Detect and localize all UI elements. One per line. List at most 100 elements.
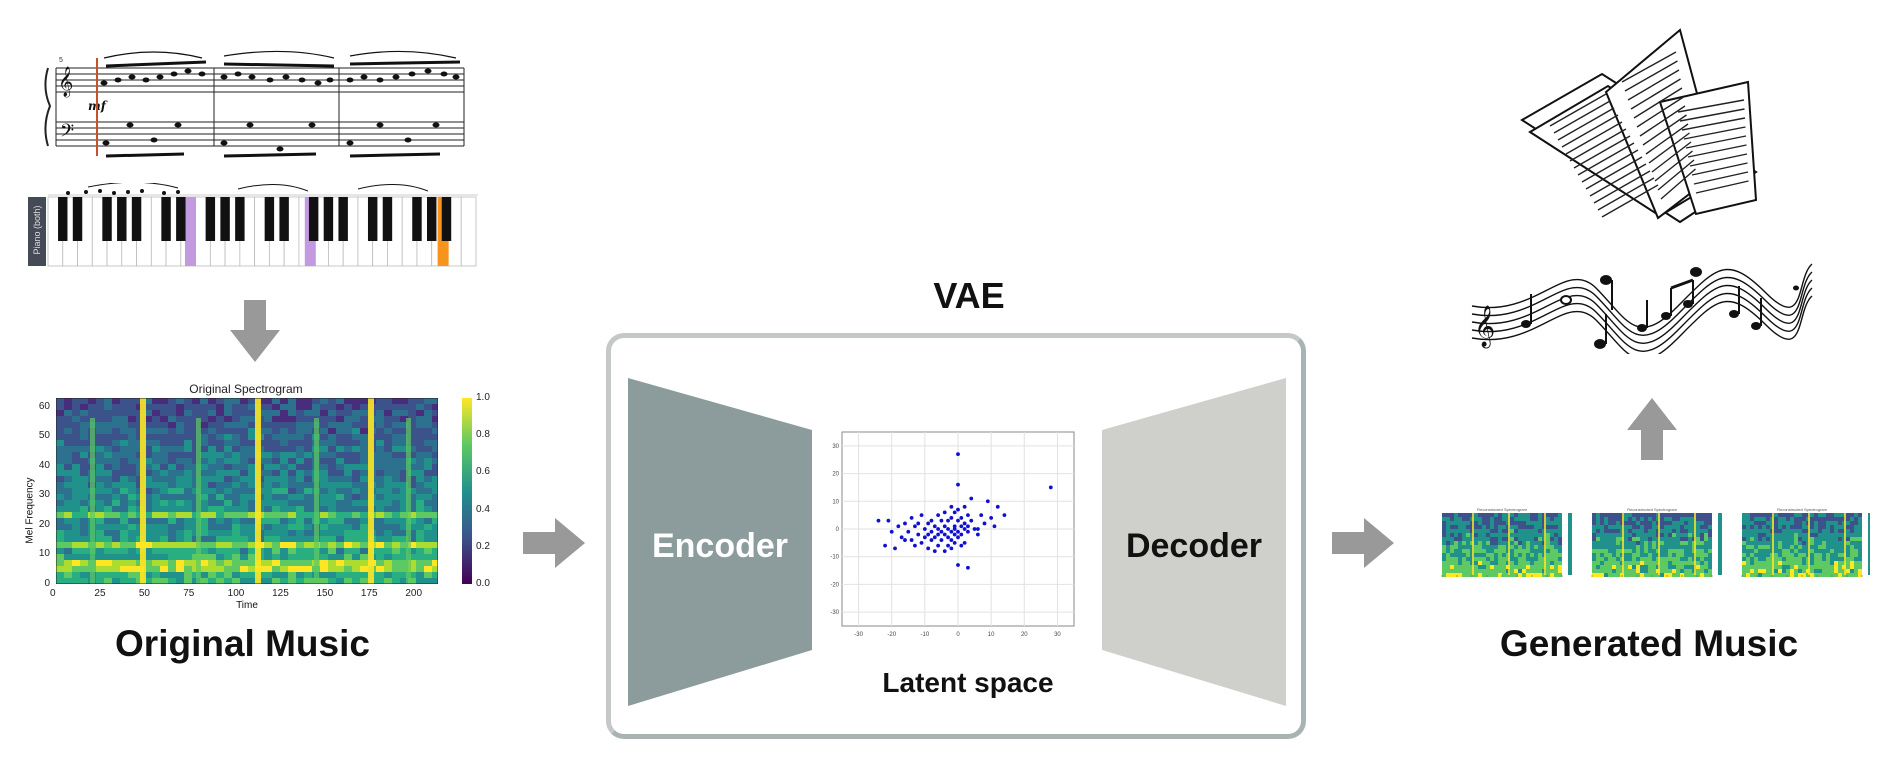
arrow-up-icon [1627, 398, 1677, 460]
scatter-point [975, 527, 980, 531]
spectrogram-ytick: 60 [38, 400, 50, 412]
colorbar-tick: 0.2 [476, 540, 490, 552]
scatter-ytick: -20 [830, 582, 839, 588]
svg-text:5: 5 [59, 57, 63, 64]
scatter-point [929, 518, 934, 523]
spectrogram-ytick: 50 [38, 430, 50, 442]
colorbar-ticks: 0.0 0.2 0.4 0.6 0.8 1.0 [476, 392, 506, 589]
piano-track-tab: Piano (both) [28, 197, 46, 266]
scatter-point [989, 516, 994, 520]
scatter-point [946, 543, 950, 548]
piano-black-key [161, 197, 171, 241]
generated-music-label: Generated Music [1499, 623, 1799, 664]
spectrogram-xtick: 175 [360, 588, 378, 599]
spectrogram-ytick: 40 [38, 459, 50, 471]
scatter-point [899, 535, 904, 540]
music-notes-ribbon-illustration: 𝄞 [1471, 263, 1813, 354]
scatter-point [949, 516, 954, 520]
scatter-point [975, 532, 980, 537]
piano-black-key [441, 197, 452, 241]
scatter-point [913, 543, 917, 548]
scatter-point [969, 496, 974, 501]
scatter-point [952, 532, 957, 537]
scatter-point [949, 538, 954, 542]
scatter-point [962, 527, 967, 531]
spectrogram-yticks: 0 10 20 30 40 50 60 [30, 398, 52, 589]
scatter-point [916, 532, 921, 537]
encoder-block [628, 378, 812, 706]
scatter-point [952, 540, 957, 545]
piano-white-key [460, 196, 477, 267]
scatter-point [889, 529, 894, 534]
vae-title: VAE [933, 275, 1005, 316]
scatter-point [972, 527, 977, 531]
scatter-point [956, 563, 960, 567]
scatter-xtick: 20 [1021, 632, 1028, 638]
scatter-point [939, 538, 944, 542]
scatter-point [969, 518, 974, 523]
scatter-point [952, 510, 957, 515]
scatter-xtick: 10 [988, 632, 995, 638]
original-spectrogram-title: Original Spectrogram [189, 382, 303, 396]
spectrogram-xtick: 0 [50, 588, 56, 599]
scatter-point [936, 532, 941, 537]
piano-black-key [131, 197, 142, 241]
piano-black-key [412, 197, 422, 241]
piano-black-key [102, 197, 112, 241]
scatter-ytick: -10 [830, 555, 839, 561]
colorbar-tick: 0.6 [476, 466, 490, 478]
generated-spectrogram-title: Reconstructed Spectrogram [1627, 507, 1677, 512]
decoder-label: Decoder [1125, 527, 1263, 565]
scatter-point [893, 546, 897, 551]
scatter-xtick: 0 [956, 632, 960, 638]
spectrogram-xtick: 100 [227, 588, 245, 599]
colorbar-tick: 0.0 [476, 578, 490, 589]
scatter-point [956, 529, 960, 534]
scatter-point [952, 524, 957, 529]
spectrogram-ytick: 10 [38, 548, 50, 560]
spectrogram-ytick: 0 [44, 578, 50, 589]
scatter-ytick: 10 [832, 499, 839, 505]
svg-text:𝄞: 𝄞 [58, 66, 73, 98]
scatter-ytick: -30 [830, 610, 839, 616]
scatter-point [966, 524, 970, 529]
scatter-point [949, 546, 954, 551]
colorbar-tick: 0.8 [476, 429, 490, 441]
scatter-point [936, 527, 941, 531]
scatter-point [909, 538, 914, 542]
svg-text:𝄞: 𝄞 [1474, 305, 1495, 348]
scatter-point [946, 527, 950, 531]
scatter-point [956, 518, 960, 523]
scatter-point [942, 532, 947, 537]
piano-black-key [427, 197, 437, 241]
latent-space-label: Latent space [882, 667, 1054, 698]
scatter-point [949, 504, 954, 509]
scatter-point [929, 538, 934, 542]
scatter-point [939, 518, 944, 523]
scatter-point [876, 518, 881, 523]
spectrogram-ytick: 30 [38, 489, 50, 501]
scatter-point [966, 513, 970, 518]
sheet-music-book-illustration [1520, 28, 1758, 224]
scatter-point [909, 516, 914, 520]
scatter-point [959, 532, 964, 537]
original-spectrogram [56, 398, 438, 584]
scatter-point [962, 540, 967, 545]
scatter-point [916, 521, 921, 526]
piano-black-key [338, 197, 348, 241]
colorbar-tick: 1.0 [476, 392, 490, 403]
scatter-xtick: 30 [1054, 632, 1061, 638]
scatter-point [959, 516, 964, 520]
scatter-xtick: -30 [854, 632, 863, 638]
scatter-point [932, 549, 937, 554]
scatter-point [949, 529, 954, 534]
spectrogram-xtick: 125 [272, 588, 289, 599]
scatter-point [956, 507, 960, 512]
scatter-point [962, 504, 967, 509]
encoder-label: Encoder [651, 527, 789, 565]
scatter-point [985, 499, 990, 504]
scatter-point [956, 452, 960, 457]
piano-black-key [205, 197, 216, 241]
piano-black-key [367, 197, 378, 241]
piano-black-key [264, 197, 275, 241]
